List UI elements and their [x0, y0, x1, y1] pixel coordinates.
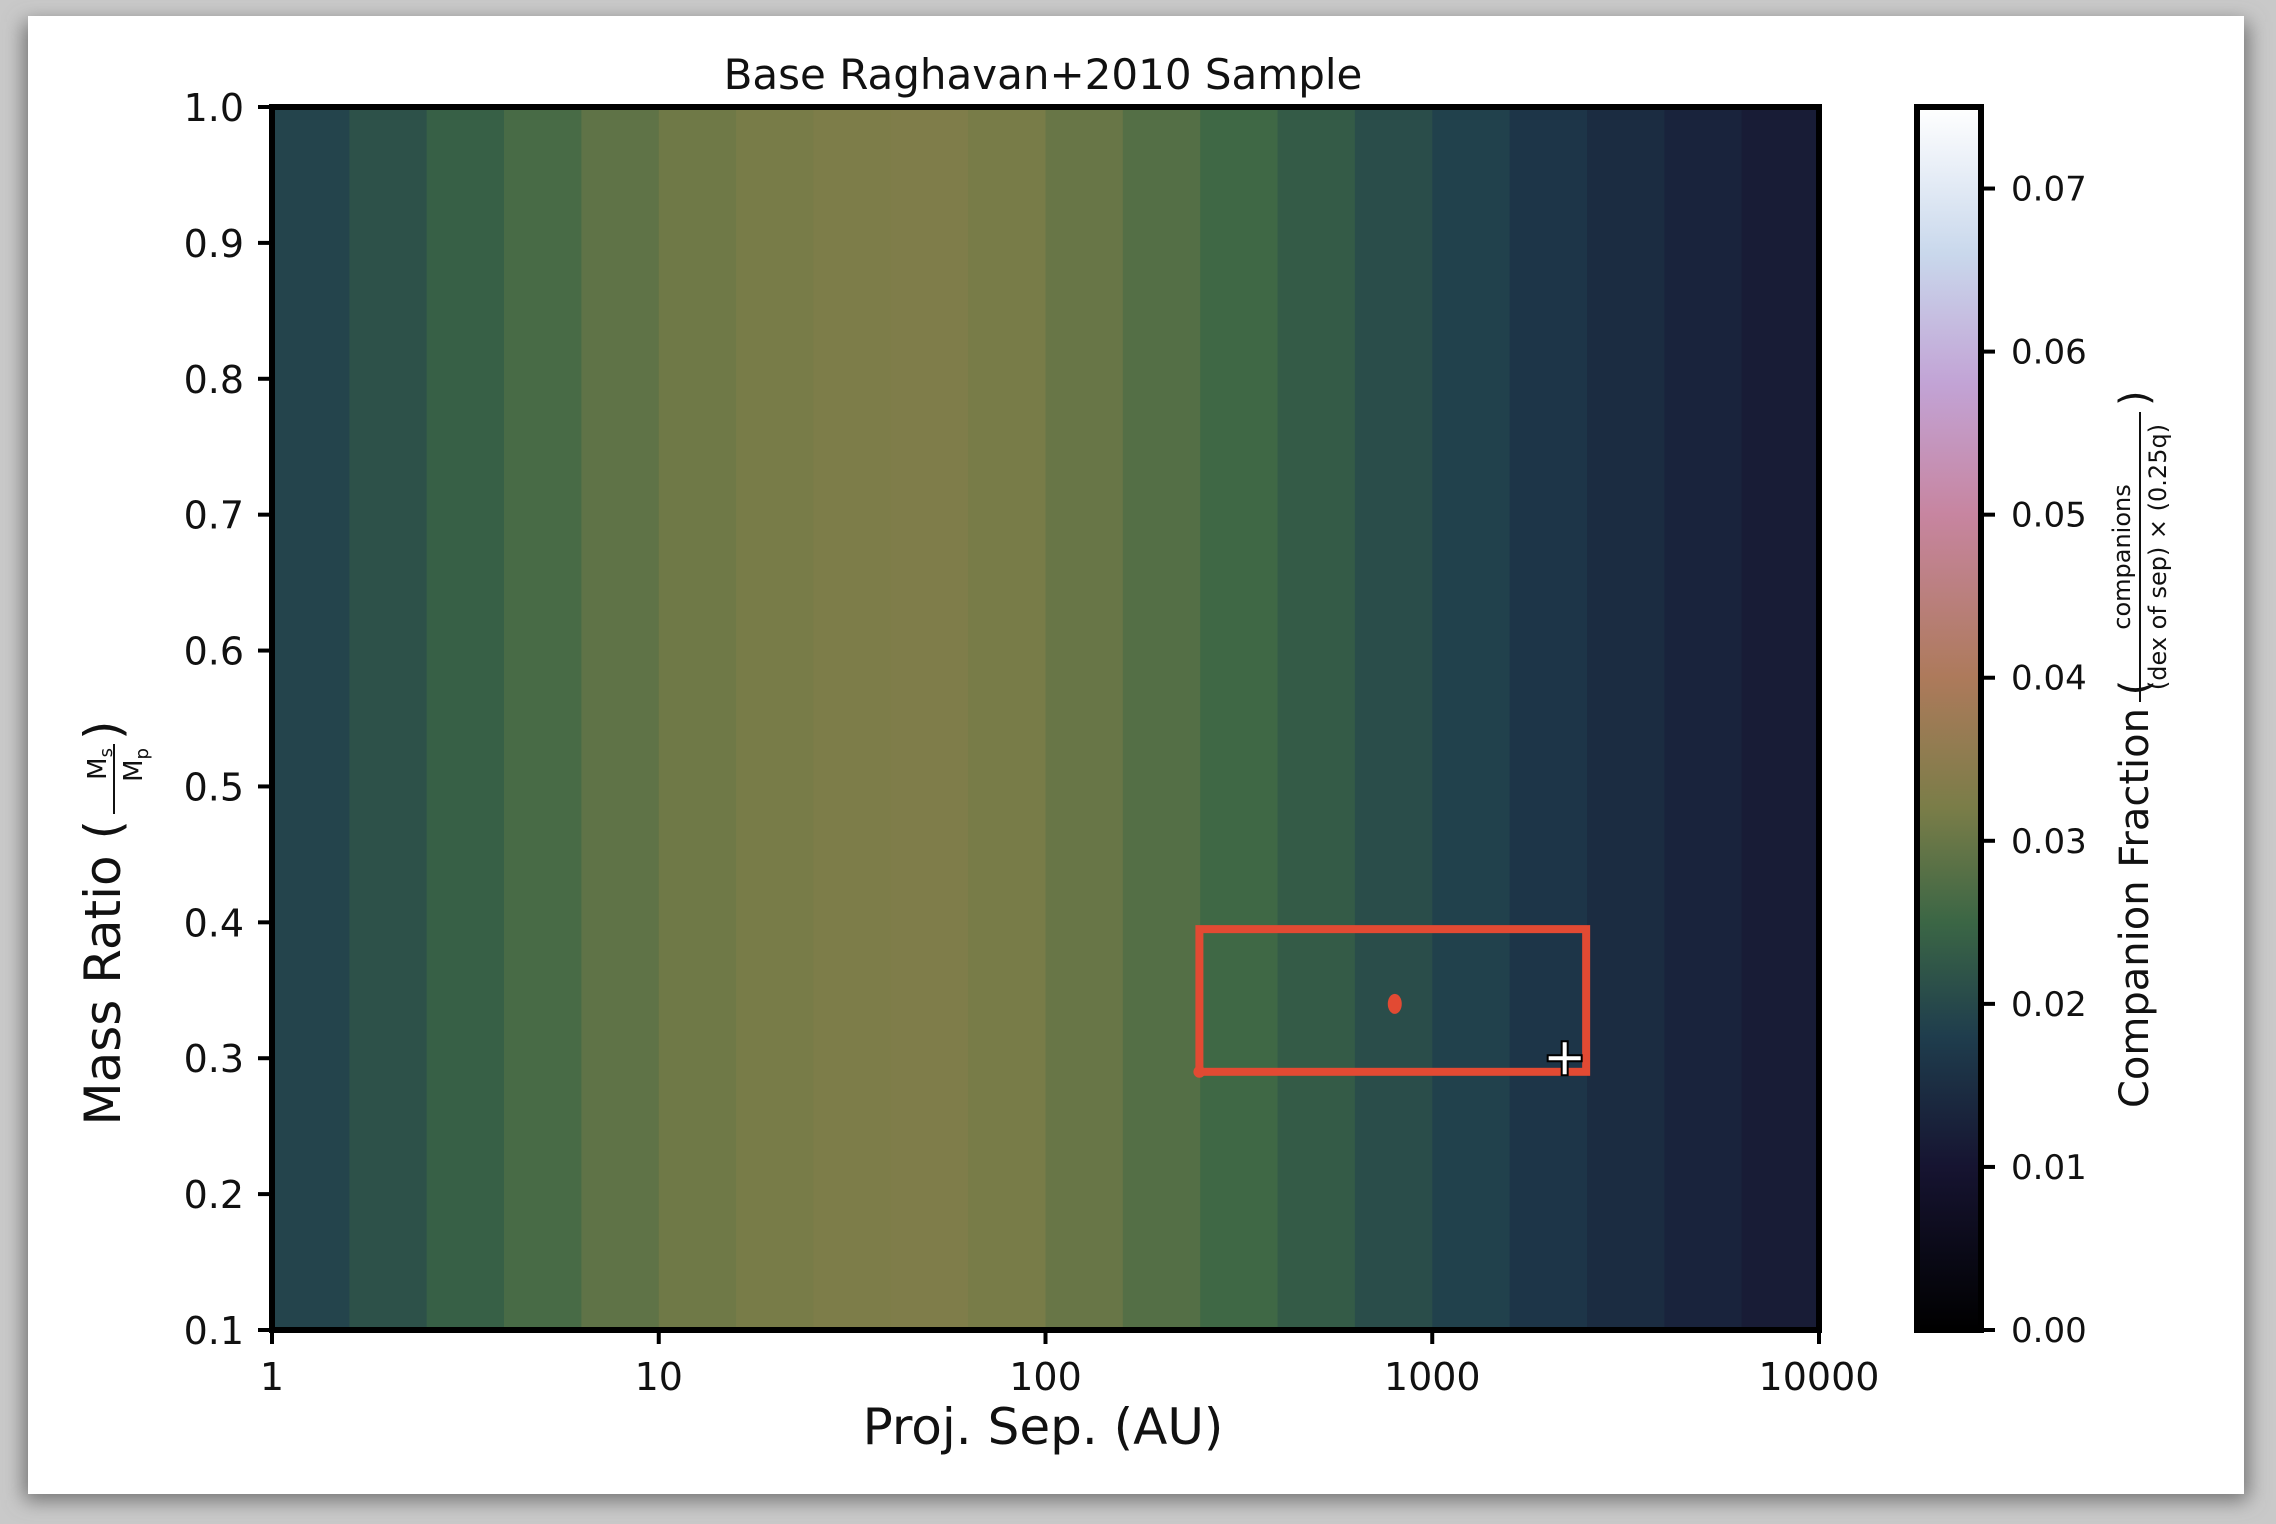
heatmap-cell	[426, 107, 505, 1330]
y-tick-label: 0.4	[184, 901, 244, 945]
y-tick-label: 0.6	[184, 630, 244, 674]
colorbar-tick-label: 0.02	[2011, 985, 2087, 1025]
heatmap-cell	[581, 107, 660, 1330]
heatmap-cell	[1045, 107, 1124, 1330]
heatmap-cell	[890, 107, 969, 1330]
x-tick-label: 1000	[1384, 1355, 1481, 1399]
colorbar	[1914, 104, 1984, 1333]
colorbar-tick-label: 0.07	[2011, 170, 2087, 210]
colorbar-tick-label: 0.01	[2011, 1148, 2087, 1188]
y-tick-label: 0.3	[184, 1037, 244, 1081]
colorbar-tick-label: 0.00	[2011, 1311, 2087, 1351]
heatmap-cell	[1200, 107, 1279, 1330]
heatmap-cell	[1664, 107, 1743, 1330]
colorbar-tick-label: 0.03	[2011, 822, 2087, 862]
y-tick-label: 0.7	[184, 494, 244, 538]
selection-layer[interactable]	[1193, 925, 1591, 1078]
crosshair-cursor-icon	[1546, 1040, 1583, 1077]
heatmap-cell	[1122, 107, 1201, 1330]
y-axis-label-denominator: Mp	[119, 748, 153, 782]
y-tick-label: 0.1	[184, 1309, 244, 1353]
heatmap-cell	[813, 107, 892, 1330]
y-axis-label: Mass Ratio ( Ms Mp )	[74, 720, 153, 1125]
heatmap-cell	[968, 107, 1047, 1330]
y-axis-label-suffix: )	[74, 720, 132, 740]
colorbar-ticks: 0.00 0.01 0.02 0.03 0.04 0.05 0.06 0.07	[1981, 170, 2087, 1351]
colorbar-tick-label: 0.04	[2011, 659, 2087, 699]
x-tick-label: 10	[635, 1355, 683, 1399]
heatmap-cell	[1354, 107, 1433, 1330]
y-axis-label-prefix: Mass Ratio (	[74, 820, 132, 1126]
colorbar-label-denominator: (dex of sep) × (0.25q)	[2144, 424, 2172, 690]
heatmap-cell	[272, 107, 350, 1330]
y-tick-label: 0.2	[184, 1173, 244, 1217]
heatmap-cell	[736, 107, 815, 1330]
y-tick-label: 0.8	[184, 358, 244, 402]
x-tick-label: 100	[1009, 1355, 1082, 1399]
colorbar-label: Companion Fraction ( companions (dex of se…	[2108, 390, 2172, 1108]
x-axis-ticks: 1 10 100 1000 10000	[260, 1330, 1880, 1399]
selection-corner-handle[interactable]	[1193, 1065, 1206, 1078]
y-axis-label-numerator: Ms	[83, 748, 117, 780]
heatmap-cell	[504, 107, 582, 1330]
selection-rectangle[interactable]	[1195, 925, 1591, 1076]
chart-title: Base Raghavan+2010 Sample	[724, 50, 1363, 99]
y-tick-label: 1.0	[184, 86, 244, 130]
x-axis-label: Proj. Sep. (AU)	[863, 1398, 1224, 1456]
colorbar-label-suffix: )	[2112, 390, 2158, 406]
heatmap-cell	[1277, 107, 1356, 1330]
heatmap-cell	[1741, 107, 1820, 1330]
y-axis-ticks: 0.1 0.2 0.3 0.4 0.5 0.6 0.7 0.8 0.9 1.0	[184, 86, 272, 1353]
heatmap-cells	[272, 107, 1820, 1330]
selection-center-marker[interactable]	[1387, 993, 1402, 1014]
heatmap-cell	[1509, 107, 1588, 1330]
y-tick-label: 0.5	[184, 765, 244, 809]
heatmap-cell	[658, 107, 737, 1330]
x-tick-label: 10000	[1759, 1355, 1880, 1399]
heatmap-cell	[1432, 107, 1511, 1330]
colorbar-tick-label: 0.06	[2011, 333, 2087, 373]
colorbar-tick-label: 0.05	[2011, 496, 2087, 536]
colorbar-label-numerator: companions	[2108, 484, 2136, 629]
colorbar-label-prefix: Companion Fraction (	[2112, 680, 2158, 1108]
y-tick-label: 0.9	[184, 222, 244, 266]
heatmap-cell	[1587, 107, 1665, 1330]
heatmap-cell	[349, 107, 428, 1330]
x-tick-label: 1	[260, 1355, 284, 1399]
